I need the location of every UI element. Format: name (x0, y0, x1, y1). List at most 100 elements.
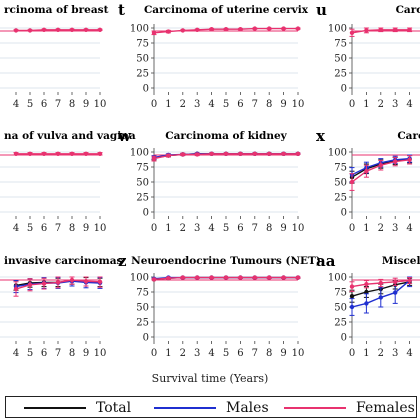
data-point-females (238, 27, 243, 32)
x-tick-label: 7 (252, 223, 258, 234)
x-tick-label: 3 (392, 99, 398, 110)
x-tick-label: 1 (363, 99, 369, 110)
data-point-females (209, 151, 214, 156)
data-point-females (267, 26, 272, 31)
x-tick-label: 5 (223, 223, 229, 234)
data-point-females (180, 28, 185, 33)
panel-title: rcinoma of breast (4, 4, 109, 16)
data-point-females (151, 277, 157, 282)
x-tick-label: 10 (94, 99, 107, 110)
x-tick-label: 6 (41, 99, 47, 110)
x-tick-label: 4 (406, 348, 412, 359)
data-point-females (97, 279, 103, 284)
shared-x-axis-label: Survival time (Years) (151, 372, 269, 385)
data-point-females (223, 275, 229, 280)
data-point-females (364, 28, 369, 33)
y-tick-label: 50 (334, 303, 347, 314)
data-point-females (281, 275, 286, 280)
x-tick-label: 4 (208, 223, 214, 234)
y-tick-label: 50 (136, 303, 149, 314)
data-point-females (83, 151, 89, 156)
data-point-total (349, 294, 355, 299)
x-tick-label: 8 (69, 223, 75, 234)
y-tick-label: 25 (136, 193, 149, 204)
y-tick-label: 50 (334, 54, 347, 65)
x-tick-label: 0 (349, 223, 355, 234)
data-point-females (195, 275, 200, 280)
x-tick-label: 7 (252, 348, 258, 359)
panel-letter: x (316, 127, 326, 145)
data-point-females (180, 152, 185, 157)
x-tick-label: 8 (266, 99, 272, 110)
data-point-females (378, 163, 383, 168)
x-tick-label: 6 (237, 348, 243, 359)
data-point-females (252, 151, 257, 156)
panel-letter: z (118, 252, 127, 270)
x-tick-label: 7 (252, 99, 258, 110)
data-point-males (393, 290, 398, 295)
data-point-females (295, 151, 301, 156)
y-tick-label: 0 (143, 333, 149, 344)
panel-title: na of vulva and vagina (4, 130, 136, 142)
legend-swatch-males (154, 407, 216, 409)
data-point-females (41, 281, 47, 286)
panel-title: Neuroendocrine Tumours (NET) (131, 255, 321, 267)
x-tick-label: 9 (280, 223, 286, 234)
data-point-females (393, 279, 398, 284)
y-tick-label: 0 (143, 84, 149, 95)
legend-label-total: Total (96, 400, 132, 416)
panel-letter: u (316, 1, 327, 19)
data-point-females (295, 26, 301, 31)
x-tick-label: 3 (392, 348, 398, 359)
data-point-females (252, 26, 257, 31)
data-point-females (166, 29, 171, 34)
x-tick-label: 9 (83, 99, 89, 110)
x-tick-label: 4 (406, 99, 412, 110)
data-point-females (364, 282, 369, 287)
data-point-females (209, 27, 214, 32)
data-point-females (238, 275, 243, 280)
data-point-females (238, 151, 243, 156)
data-point-females (281, 26, 286, 31)
x-tick-label: 2 (180, 223, 186, 234)
x-tick-label: 8 (69, 99, 75, 110)
x-tick-label: 7 (55, 348, 61, 359)
x-tick-label: 9 (83, 223, 89, 234)
panel-letter: w (117, 127, 132, 145)
data-point-females (69, 277, 75, 283)
legend-item-females: Females (284, 397, 415, 419)
x-tick-label: 7 (55, 99, 61, 110)
x-tick-label: 2 (378, 223, 384, 234)
x-tick-label: 9 (83, 348, 89, 359)
data-point-females (267, 275, 272, 280)
legend-swatch-total (24, 407, 86, 409)
data-point-females (97, 27, 103, 32)
y-tick-label: 25 (334, 318, 347, 329)
x-tick-label: 0 (151, 223, 157, 234)
data-point-females (166, 276, 171, 281)
data-point-females (151, 156, 157, 161)
y-tick-label: 100 (328, 24, 347, 35)
x-tick-label: 5 (27, 348, 33, 359)
x-tick-label: 4 (13, 99, 19, 110)
data-point-females (252, 275, 257, 280)
x-tick-label: 1 (165, 99, 171, 110)
panel-title: Carcinon (397, 130, 420, 142)
y-tick-label: 0 (143, 208, 149, 219)
x-tick-label: 8 (266, 223, 272, 234)
data-point-females (223, 27, 229, 32)
data-point-females (349, 179, 355, 185)
data-point-females (166, 153, 171, 158)
data-point-females (69, 151, 75, 156)
x-tick-label: 0 (349, 99, 355, 110)
y-tick-label: 0 (341, 208, 347, 219)
x-tick-label: 4 (13, 223, 19, 234)
y-tick-label: 0 (341, 84, 347, 95)
y-tick-label: 75 (334, 288, 347, 299)
x-tick-label: 2 (180, 99, 186, 110)
x-tick-label: 6 (41, 348, 47, 359)
x-tick-label: 10 (292, 348, 305, 359)
legend-label-males: Males (226, 400, 269, 416)
y-tick-label: 25 (334, 69, 347, 80)
